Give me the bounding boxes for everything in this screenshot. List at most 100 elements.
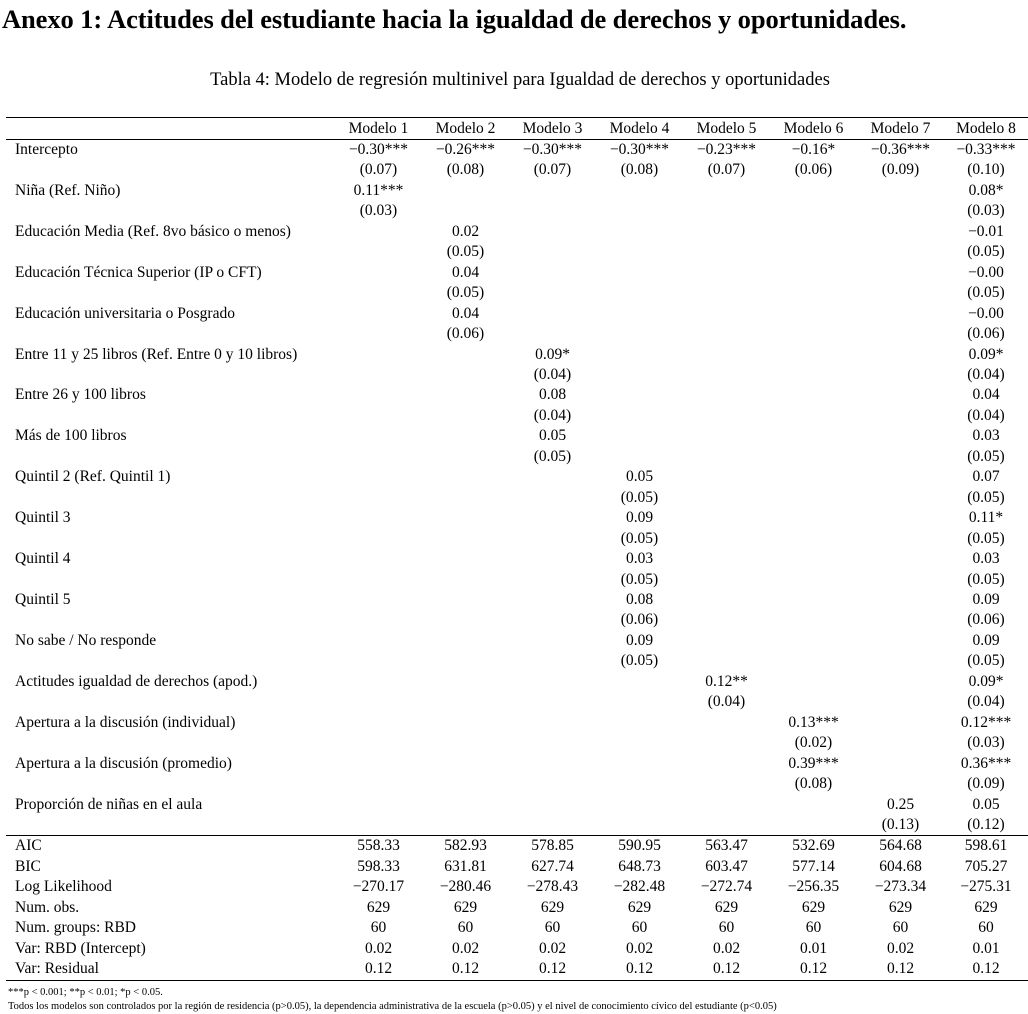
estimate-cell <box>596 426 683 446</box>
estimate-cell: 0.08* <box>968 181 1004 199</box>
estimate-cell <box>335 795 422 815</box>
estimate-cell <box>596 713 683 733</box>
standard-error-cell <box>770 283 857 303</box>
standard-error-cell <box>335 610 422 630</box>
standard-error-cell <box>509 283 596 303</box>
estimate-cell <box>683 222 770 242</box>
standard-error-cell <box>422 406 509 426</box>
row-label-empty <box>6 242 335 262</box>
standard-error-cell <box>770 447 857 467</box>
estimate-cell <box>770 795 857 815</box>
estimate-cell <box>683 385 770 405</box>
estimate-cell <box>857 590 944 610</box>
standard-error-cell <box>335 365 422 385</box>
estimate-cell: −0.30*** <box>522 141 583 158</box>
standard-error-cell <box>770 570 857 590</box>
standard-error-cell <box>770 201 857 221</box>
table-footnotes: ***p < 0.001; **p < 0.01; *p < 0.05. Tod… <box>8 986 777 1014</box>
estimate-cell: −0.16* <box>791 141 836 158</box>
standard-error-row: (0.06) (0.06) <box>6 610 1028 630</box>
estimate-cell: 0.09 <box>972 590 1000 608</box>
standard-error-row: (0.04) (0.04) <box>6 406 1028 426</box>
estimate-cell <box>857 713 944 733</box>
estimate-cell <box>770 508 857 528</box>
fit-statistic-cell: −270.17 <box>352 878 405 896</box>
estimate-cell <box>596 222 683 242</box>
standard-error-cell <box>335 242 422 262</box>
estimate-cell: −0.36*** <box>870 141 931 158</box>
standard-error-row: (0.05) (0.05) <box>6 488 1028 508</box>
coefficient-row: No sabe / No responde 0.09 0.09 <box>6 631 1028 651</box>
row-label: Niña (Ref. Niño) <box>15 181 121 199</box>
estimate-cell <box>422 385 509 405</box>
estimate-cell: 0.12** <box>705 672 748 690</box>
estimate-cell <box>683 754 770 774</box>
row-label-empty <box>6 365 335 385</box>
estimate-cell: 0.08 <box>625 590 654 608</box>
fit-statistic-cell: 60 <box>544 919 561 937</box>
estimate-cell <box>509 713 596 733</box>
standard-error-cell <box>857 283 944 303</box>
standard-error-cell <box>422 488 509 508</box>
standard-error-cell: (0.08) <box>794 775 833 793</box>
standard-error-cell <box>857 651 944 671</box>
standard-error-cell: (0.07) <box>359 161 398 179</box>
estimate-cell: 0.39*** <box>788 754 839 772</box>
standard-error-row: (0.13) (0.12) <box>6 815 1028 836</box>
fit-statistic-cell: −282.48 <box>613 878 666 896</box>
standard-error-cell <box>335 529 422 549</box>
header-empty-cell <box>6 117 335 140</box>
estimate-cell <box>770 222 857 242</box>
coefficient-row: Niña (Ref. Niño) 0.11*** 0.08* <box>6 181 1028 201</box>
standard-error-cell <box>422 651 509 671</box>
estimate-cell <box>509 508 596 528</box>
estimate-cell <box>683 467 770 487</box>
standard-error-cell: (0.06) <box>620 611 659 629</box>
standard-error-cell <box>857 324 944 344</box>
estimate-cell <box>770 631 857 651</box>
fit-statistic-row: BIC 598.33 631.81 627.74 648.73 603.47 577.14 6… <box>6 857 1028 877</box>
row-label: Proporción de niñas en el aula <box>15 795 203 813</box>
coefficient-row: Quintil 2 (Ref. Quintil 1) 0.05 0.07 <box>6 467 1028 487</box>
fit-statistic-cell: 629 <box>627 898 652 916</box>
standard-error-cell <box>596 242 683 262</box>
estimate-cell <box>335 631 422 651</box>
estimate-cell: 0.36*** <box>960 754 1012 772</box>
estimate-cell <box>422 754 509 774</box>
estimate-cell: 0.09 <box>625 631 654 649</box>
fit-statistic-cell: 629 <box>366 898 391 916</box>
row-label: Educación Técnica Superior (IP o CFT) <box>15 263 262 281</box>
standard-error-cell <box>683 324 770 344</box>
fit-statistic-cell: 0.02 <box>538 939 567 957</box>
estimate-cell <box>335 590 422 610</box>
fit-statistic-cell: 60 <box>631 919 648 937</box>
fit-statistic-cell: 0.02 <box>451 939 480 957</box>
estimate-cell <box>770 467 857 487</box>
estimate-cell <box>335 222 422 242</box>
estimate-cell <box>422 549 509 569</box>
estimate-cell <box>509 304 596 324</box>
fit-statistic-cell: 0.02 <box>364 939 393 957</box>
estimate-cell <box>683 304 770 324</box>
standard-error-cell <box>596 815 683 836</box>
standard-error-cell: (0.07) <box>707 161 746 179</box>
standard-error-cell <box>857 570 944 590</box>
estimate-cell <box>857 672 944 692</box>
estimate-cell <box>683 263 770 283</box>
estimate-cell <box>422 590 509 610</box>
standard-error-cell <box>509 242 596 262</box>
row-label: AIC <box>6 835 335 857</box>
standard-error-cell <box>857 774 944 794</box>
fit-statistic-cell: 648.73 <box>618 857 661 875</box>
fit-statistic-cell: 598.61 <box>944 835 1028 857</box>
row-label-empty <box>6 201 335 221</box>
standard-error-cell <box>509 570 596 590</box>
estimate-cell <box>335 467 422 487</box>
fit-statistic-cell: 60 <box>457 919 474 937</box>
standard-error-cell <box>422 570 509 590</box>
column-header: Modelo 7 <box>857 117 944 140</box>
estimate-cell <box>683 795 770 815</box>
estimate-cell <box>683 508 770 528</box>
standard-error-cell <box>509 774 596 794</box>
fit-statistic-cell: 0.12 <box>596 959 683 981</box>
